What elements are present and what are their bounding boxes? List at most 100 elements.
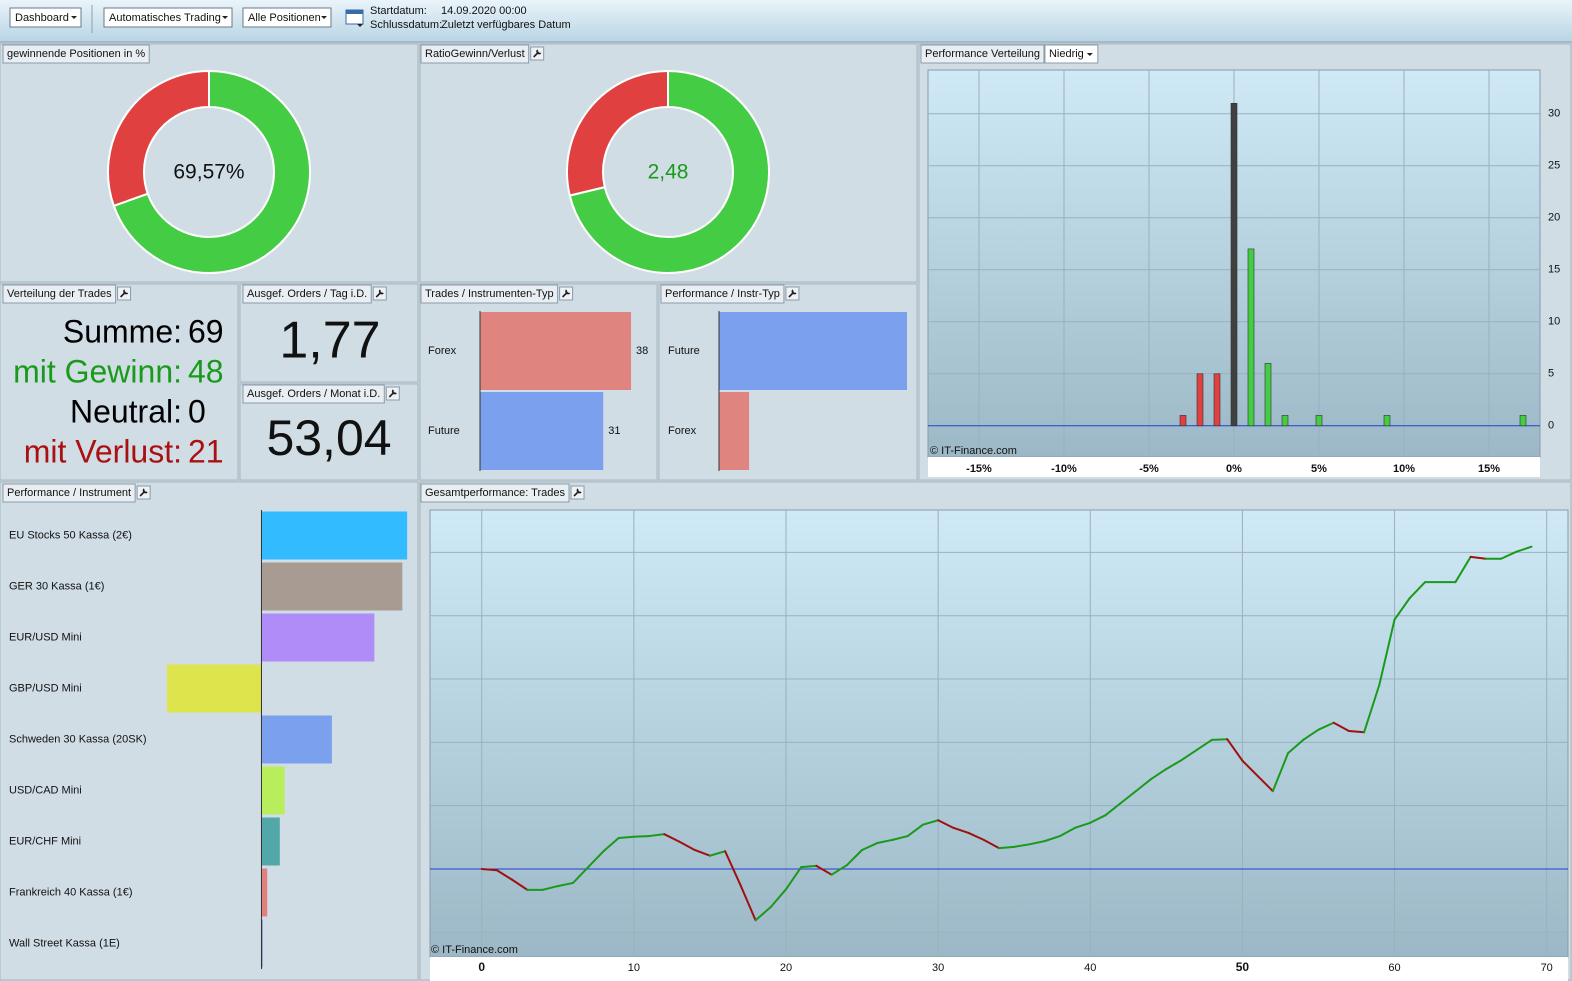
- x-tick-label: -5%: [1139, 463, 1159, 475]
- line-segment: [602, 836, 620, 853]
- wrench-icon: [562, 289, 571, 298]
- category-label: USD/CAD Mini: [9, 784, 82, 796]
- x-tick-label: 40: [1084, 962, 1096, 974]
- line-segment: [1074, 821, 1092, 829]
- x-tick-label: 0: [478, 960, 485, 974]
- category-label: EUR/CHF Mini: [9, 835, 81, 847]
- category-label: GBP/USD Mini: [9, 682, 82, 694]
- line-segment: [937, 819, 955, 829]
- stat-value: 69: [188, 313, 224, 349]
- stat-value: 0: [188, 393, 206, 429]
- stat-label: mit Verlust:: [24, 433, 182, 469]
- donut-center-label: 2,48: [648, 161, 689, 184]
- category-label: Schweden 30 Kassa (20SK): [9, 733, 147, 745]
- panel-title: Performance / Instrument: [7, 487, 131, 499]
- panel-title: RatioGewinn/Verlust: [425, 48, 525, 60]
- line-segment: [891, 835, 909, 841]
- y-tick-label: 25: [1548, 160, 1560, 172]
- bar: [1519, 415, 1527, 427]
- bar: [1247, 248, 1255, 427]
- bar: [1230, 102, 1238, 427]
- line-segment: [632, 835, 651, 838]
- plot-area: [429, 509, 1569, 958]
- line-segment: [1317, 721, 1335, 731]
- bar: [261, 766, 285, 815]
- y-tick-label: 15: [1548, 264, 1560, 276]
- mode-button[interactable]: Automatisches Trading: [103, 7, 233, 28]
- category-label: Forex: [668, 425, 697, 437]
- panel-title: Performance / Instr-Typ: [665, 288, 780, 300]
- line-segment: [1013, 843, 1031, 848]
- panel-title: Gesamtperformance: Trades: [425, 487, 566, 499]
- panel-title-box: [2, 284, 117, 304]
- line-segment: [1150, 767, 1168, 781]
- line-segment: [1195, 738, 1213, 751]
- panel-title: Verteilung der Trades: [7, 288, 112, 300]
- dropdown-label[interactable]: Niedrig: [1049, 48, 1084, 60]
- category-label: EUR/USD Mini: [9, 631, 82, 643]
- button-label: Dashboard: [15, 12, 69, 24]
- dropdown[interactable]: [1044, 44, 1099, 64]
- watermark: © IT-Finance.com: [431, 944, 518, 956]
- line-segment: [952, 826, 970, 834]
- bar: [261, 613, 375, 662]
- axis-strip: [928, 457, 1540, 477]
- line-segment: [1241, 759, 1259, 777]
- x-tick-label: 0%: [1226, 463, 1242, 475]
- line-segment: [1515, 545, 1533, 553]
- category-label: GER 30 Kassa (1€): [9, 580, 104, 592]
- line-segment: [1500, 550, 1518, 560]
- kpi-value: 53,04: [266, 410, 391, 466]
- line-segment: [800, 864, 818, 869]
- x-tick-label: 10: [628, 962, 640, 974]
- panel-title-box: [420, 483, 570, 503]
- x-tick-label: 15%: [1478, 463, 1500, 475]
- line-segment: [1058, 826, 1077, 838]
- bar: [480, 312, 632, 390]
- line-segment: [1271, 752, 1290, 793]
- line-segment: [724, 850, 742, 886]
- y-tick-label: 0: [1548, 420, 1554, 432]
- watermark: © IT-Finance.com: [930, 445, 1017, 457]
- bar: [719, 312, 907, 390]
- bar: [1179, 415, 1187, 427]
- bar: [1383, 415, 1391, 427]
- stat-label: Neutral:: [70, 393, 182, 429]
- category-label: EU Stocks 50 Kassa (2€): [9, 529, 132, 541]
- line-segment: [845, 848, 864, 867]
- line-segment: [1226, 738, 1244, 762]
- line-segment: [861, 842, 879, 851]
- y-tick-label: 10: [1548, 316, 1560, 328]
- line-segment: [617, 835, 635, 839]
- bar: [166, 664, 262, 713]
- line-segment: [1028, 840, 1046, 846]
- panel-title: Performance Verteilung: [925, 48, 1040, 60]
- positions-button[interactable]: Alle Positionen: [242, 7, 332, 28]
- line-segment: [1210, 738, 1229, 741]
- line-segment: [815, 864, 833, 876]
- line-segment: [1378, 618, 1396, 686]
- donut-slice: [112, 69, 311, 274]
- bar: [719, 392, 750, 470]
- y-tick-label: 20: [1548, 212, 1560, 224]
- line-segment: [739, 883, 757, 922]
- bar: [1264, 363, 1272, 427]
- line-segment: [678, 840, 696, 851]
- panel-title-box: [660, 284, 785, 304]
- donut-slice: [107, 69, 210, 208]
- line-segment: [1287, 738, 1305, 755]
- bar: [480, 392, 604, 470]
- category-label: Forex: [428, 345, 457, 357]
- x-tick-label: 70: [1541, 962, 1553, 974]
- panel-title: Ausgef. Orders / Tag i.D.: [247, 288, 367, 300]
- x-tick-label: 10%: [1393, 463, 1415, 475]
- x-tick-label: -10%: [1051, 463, 1077, 475]
- bar: [261, 868, 268, 917]
- y-tick-label: 5: [1548, 368, 1554, 380]
- panel-title-box: [420, 284, 559, 304]
- dashboard-button[interactable]: Dashboard: [9, 7, 82, 28]
- calendar-button[interactable]: [345, 9, 364, 27]
- value-label: 31: [608, 425, 620, 437]
- panel-title: gewinnende Positionen in %: [7, 48, 145, 60]
